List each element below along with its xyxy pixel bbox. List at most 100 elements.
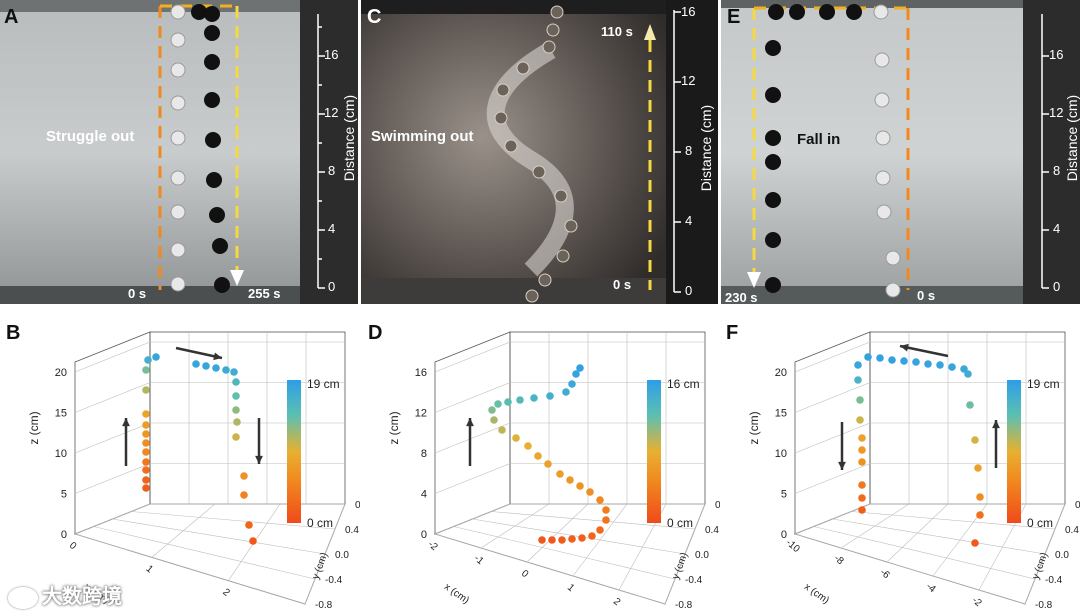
y-tick-label: 0.4 bbox=[345, 525, 359, 536]
floor-grid-line bbox=[434, 503, 511, 535]
data-point bbox=[232, 392, 240, 400]
y-tick-label: 0.0 bbox=[1055, 550, 1069, 561]
panel-letter-f: F bbox=[726, 322, 739, 344]
data-point bbox=[572, 370, 580, 378]
z-tick-label: 10 bbox=[775, 448, 787, 460]
floor-grid-line bbox=[453, 526, 676, 580]
tick-label: 4 bbox=[685, 213, 693, 228]
data-point bbox=[854, 361, 862, 369]
data-point bbox=[576, 364, 584, 372]
time-start-a: 0 s bbox=[128, 286, 147, 301]
back-wall bbox=[869, 331, 1066, 505]
data-point bbox=[232, 433, 240, 441]
data-point bbox=[856, 396, 864, 404]
tick-label: 0 bbox=[685, 283, 693, 298]
data-point bbox=[534, 452, 542, 460]
grid-line bbox=[74, 422, 151, 454]
data-point bbox=[494, 400, 502, 408]
tick-label: 12 bbox=[324, 105, 339, 120]
data-point bbox=[936, 361, 944, 369]
data-point bbox=[538, 536, 546, 544]
data-point bbox=[142, 430, 150, 438]
data-point bbox=[222, 366, 230, 374]
y-tick-label: 0.0 bbox=[695, 550, 709, 561]
x-tick-label: 1 bbox=[144, 563, 156, 575]
tick-label: 4 bbox=[1053, 221, 1061, 236]
tick-label: 8 bbox=[685, 143, 693, 158]
data-point bbox=[202, 362, 210, 370]
photo-panel-e: E Fall in 230 s 0 s 0 4 8 12 16 Distance… bbox=[721, 0, 1080, 304]
data-point bbox=[192, 360, 200, 368]
x-axis-label: x (cm) bbox=[802, 581, 831, 606]
data-point bbox=[530, 394, 538, 402]
x-tick-label: 3 bbox=[657, 610, 669, 612]
data-point bbox=[858, 458, 866, 466]
colorbar bbox=[287, 380, 301, 523]
data-point bbox=[245, 521, 253, 529]
floor-grid-line bbox=[74, 503, 151, 535]
x-tick-label: 2 bbox=[611, 596, 623, 608]
z-tick-label: 5 bbox=[781, 489, 787, 501]
floor-grid-line bbox=[794, 533, 1026, 605]
data-point bbox=[512, 434, 520, 442]
arrow-up-head bbox=[466, 418, 474, 427]
photo-a-scene bbox=[0, 0, 358, 304]
z-tick-label: 15 bbox=[775, 408, 787, 420]
x-tick-label: 0 bbox=[67, 540, 79, 552]
data-point bbox=[578, 534, 586, 542]
data-point bbox=[498, 426, 506, 434]
watermark: 大数跨境 bbox=[8, 580, 122, 609]
ball-track-light bbox=[170, 4, 186, 292]
z-tick-label: 12 bbox=[415, 408, 427, 420]
colorbar-max-label: 19 cm bbox=[1027, 377, 1060, 391]
grid-line bbox=[74, 463, 151, 494]
arrow-left bbox=[899, 344, 949, 358]
x-tick-label: 0 bbox=[1017, 610, 1029, 612]
floor-grid-line bbox=[832, 518, 1046, 555]
data-point bbox=[504, 398, 512, 406]
y-tick-label: -0.8 bbox=[315, 600, 333, 611]
data-point bbox=[230, 368, 238, 376]
floor-grid-line bbox=[664, 503, 706, 605]
y-tick-label: -0.4 bbox=[685, 575, 703, 586]
time-end-a: 255 s bbox=[248, 286, 281, 301]
floor-grid-line bbox=[74, 533, 306, 605]
tick-label: 12 bbox=[1049, 105, 1064, 120]
data-point bbox=[602, 516, 610, 524]
data-point bbox=[546, 392, 554, 400]
y-tick-label: 0.8 bbox=[1075, 500, 1080, 511]
z-tick-label: 20 bbox=[55, 367, 67, 379]
z-tick-label: 10 bbox=[55, 448, 67, 460]
time-start-e: 0 s bbox=[917, 288, 936, 303]
data-point bbox=[152, 353, 160, 361]
data-point bbox=[858, 434, 866, 442]
arrow-up-head bbox=[992, 420, 1000, 429]
watermark-text: 大数跨境 bbox=[42, 584, 122, 608]
data-point bbox=[971, 539, 979, 547]
grid-line bbox=[434, 341, 511, 373]
photo-panel-c: C Swimming out 110 s 0 s 0 4 8 12 16 Dis… bbox=[361, 0, 718, 304]
panel-letter-a: A bbox=[4, 6, 19, 28]
x-tick-label: -2 bbox=[426, 539, 440, 553]
data-point bbox=[596, 526, 604, 534]
data-point bbox=[142, 421, 150, 429]
photo-panel-a: A Struggle out 0 s 255 s 0 4 8 12 16 Dis… bbox=[0, 0, 358, 304]
data-point bbox=[888, 356, 896, 364]
z-axis-label: z (cm) bbox=[387, 411, 401, 444]
x-tick-label: 2 bbox=[220, 587, 232, 599]
colorbar-min-label: 0 cm bbox=[667, 516, 693, 530]
z-tick-label: 0 bbox=[421, 529, 427, 541]
data-point bbox=[142, 439, 150, 447]
grid-line bbox=[794, 463, 871, 494]
data-point bbox=[524, 442, 532, 450]
grid-line bbox=[794, 382, 871, 413]
data-point bbox=[858, 506, 866, 514]
tick-label: 4 bbox=[328, 221, 336, 236]
floor-grid-line bbox=[1024, 503, 1066, 605]
floor-grid-line bbox=[112, 518, 326, 555]
arrow-down-head bbox=[838, 461, 846, 470]
colorbar-max-label: 16 cm bbox=[667, 377, 700, 391]
